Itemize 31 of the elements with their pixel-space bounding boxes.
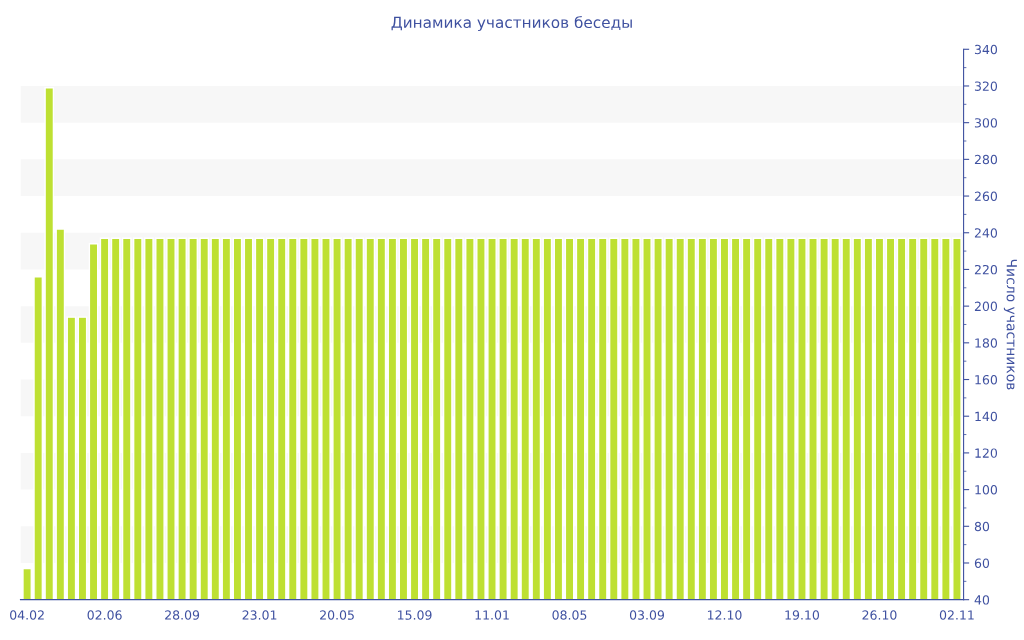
- y-tick-label: 240: [974, 228, 998, 238]
- y-tick-label: 220: [974, 264, 998, 275]
- x-tick-label: 02.06: [87, 610, 122, 620]
- x-tick-label: 11.01: [475, 610, 509, 620]
- y-tick-label: 100: [975, 485, 998, 495]
- y-tick-label: 60: [974, 558, 990, 568]
- y-tick-label: 120: [975, 448, 998, 458]
- y-tick-label: 280: [974, 154, 998, 165]
- y-axis-title: Число участников: [1003, 259, 1017, 390]
- x-tick-label: 02.11: [939, 610, 974, 620]
- x-tick-label: 12.10: [707, 610, 742, 620]
- y-tick-label: 180: [975, 338, 998, 348]
- x-tick-label: 03.09: [629, 610, 665, 620]
- y-tick-label: 80: [974, 521, 990, 532]
- x-tick-label: 26.10: [862, 610, 897, 620]
- y-tick-label: 260: [974, 191, 998, 201]
- x-tick-label: 15.09: [398, 610, 432, 620]
- x-tick-label: 04.02: [10, 610, 44, 620]
- y-tick-label: 200: [974, 301, 998, 312]
- chart-title: Динамика участников беседы: [391, 16, 632, 32]
- x-tick-label: 19.10: [785, 610, 820, 620]
- x-tick-label: 08.05: [552, 610, 587, 620]
- x-tick-label: 23.01: [242, 610, 277, 620]
- y-tick-label: 160: [975, 374, 998, 385]
- y-tick-label: 300: [974, 118, 998, 128]
- x-tick-label: 28.09: [165, 610, 200, 620]
- y-tick-label: 40: [974, 595, 990, 605]
- y-tick-label: 320: [974, 81, 998, 91]
- y-tick-label: 140: [975, 411, 998, 422]
- x-tick-label: 20.05: [320, 610, 354, 620]
- y-tick-label: 340: [974, 44, 998, 55]
